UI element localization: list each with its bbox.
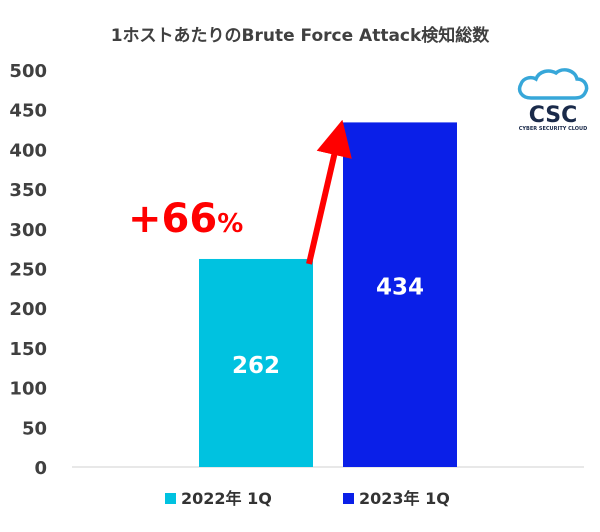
y-tick-label: 100 (9, 379, 47, 400)
data-label: 262 (232, 353, 280, 379)
bar-1 (199, 258, 313, 467)
increase-unit: % (217, 209, 243, 239)
legend-swatch (343, 493, 354, 504)
y-tick-label: 0 (34, 458, 47, 479)
y-tick-label: 500 (9, 61, 47, 82)
data-labels: 262 434 (232, 275, 424, 379)
y-tick-label: 450 (9, 101, 47, 122)
y-tick-label: 50 (22, 418, 47, 439)
cloud-logo-icon (517, 68, 589, 100)
logo-subtext: CYBER SECURITY CLOUD (519, 126, 587, 132)
legend-label: 2023年 1Q (359, 489, 450, 508)
bar-2 (343, 122, 457, 468)
y-axis-tick-labels: 0 50 100 150 200 250 300 350 400 450 500 (9, 61, 47, 479)
y-tick-label: 350 (9, 180, 47, 201)
y-tick-label: 150 (9, 339, 47, 360)
legend: 2022年 1Q 2023年 1Q (165, 489, 450, 508)
increase-arrow-icon (306, 119, 352, 265)
data-label: 434 (376, 275, 424, 301)
bars (199, 122, 457, 468)
y-tick-label: 250 (9, 260, 47, 281)
logo-text: CSC (529, 103, 578, 128)
increase-annotation: +66% (128, 196, 243, 242)
legend-label: 2022年 1Q (181, 489, 272, 508)
y-tick-label: 400 (9, 140, 47, 161)
y-tick-label: 200 (9, 299, 47, 320)
chart-title: 1ホストあたりのBrute Force Attack検知総数 (111, 25, 491, 46)
legend-swatch (165, 493, 176, 504)
y-tick-label: 300 (9, 220, 47, 241)
logo: CSC CYBER SECURITY CLOUD (517, 68, 589, 132)
increase-value: +66 (128, 196, 217, 242)
